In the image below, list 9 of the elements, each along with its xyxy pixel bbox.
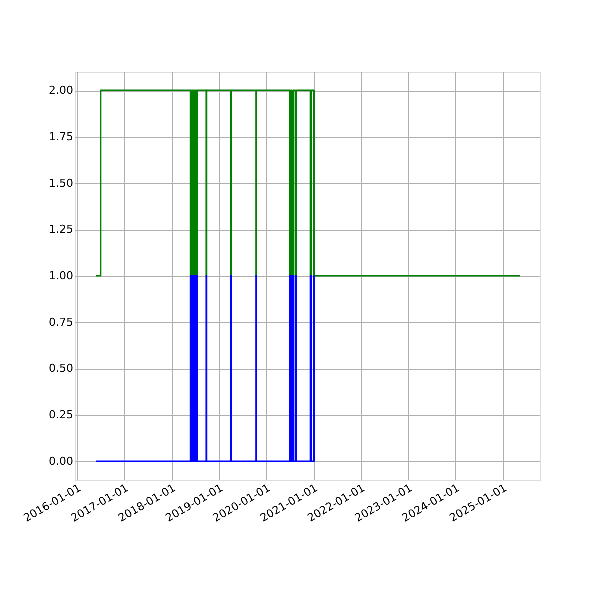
y-tick-label: 1.50 xyxy=(49,176,74,190)
y-tick-label: 1.00 xyxy=(49,270,74,282)
y-tick-label: 2.00 xyxy=(49,84,74,98)
y-tick-label: 0.25 xyxy=(49,408,74,422)
y-tick-label: 0.00 xyxy=(49,454,74,468)
y-tick-label: 0.50 xyxy=(49,362,74,376)
y-tick-label: 1.25 xyxy=(49,223,74,236)
y-tick-label: 1.75 xyxy=(49,130,74,144)
y-tick-label: 0.75 xyxy=(49,316,74,329)
